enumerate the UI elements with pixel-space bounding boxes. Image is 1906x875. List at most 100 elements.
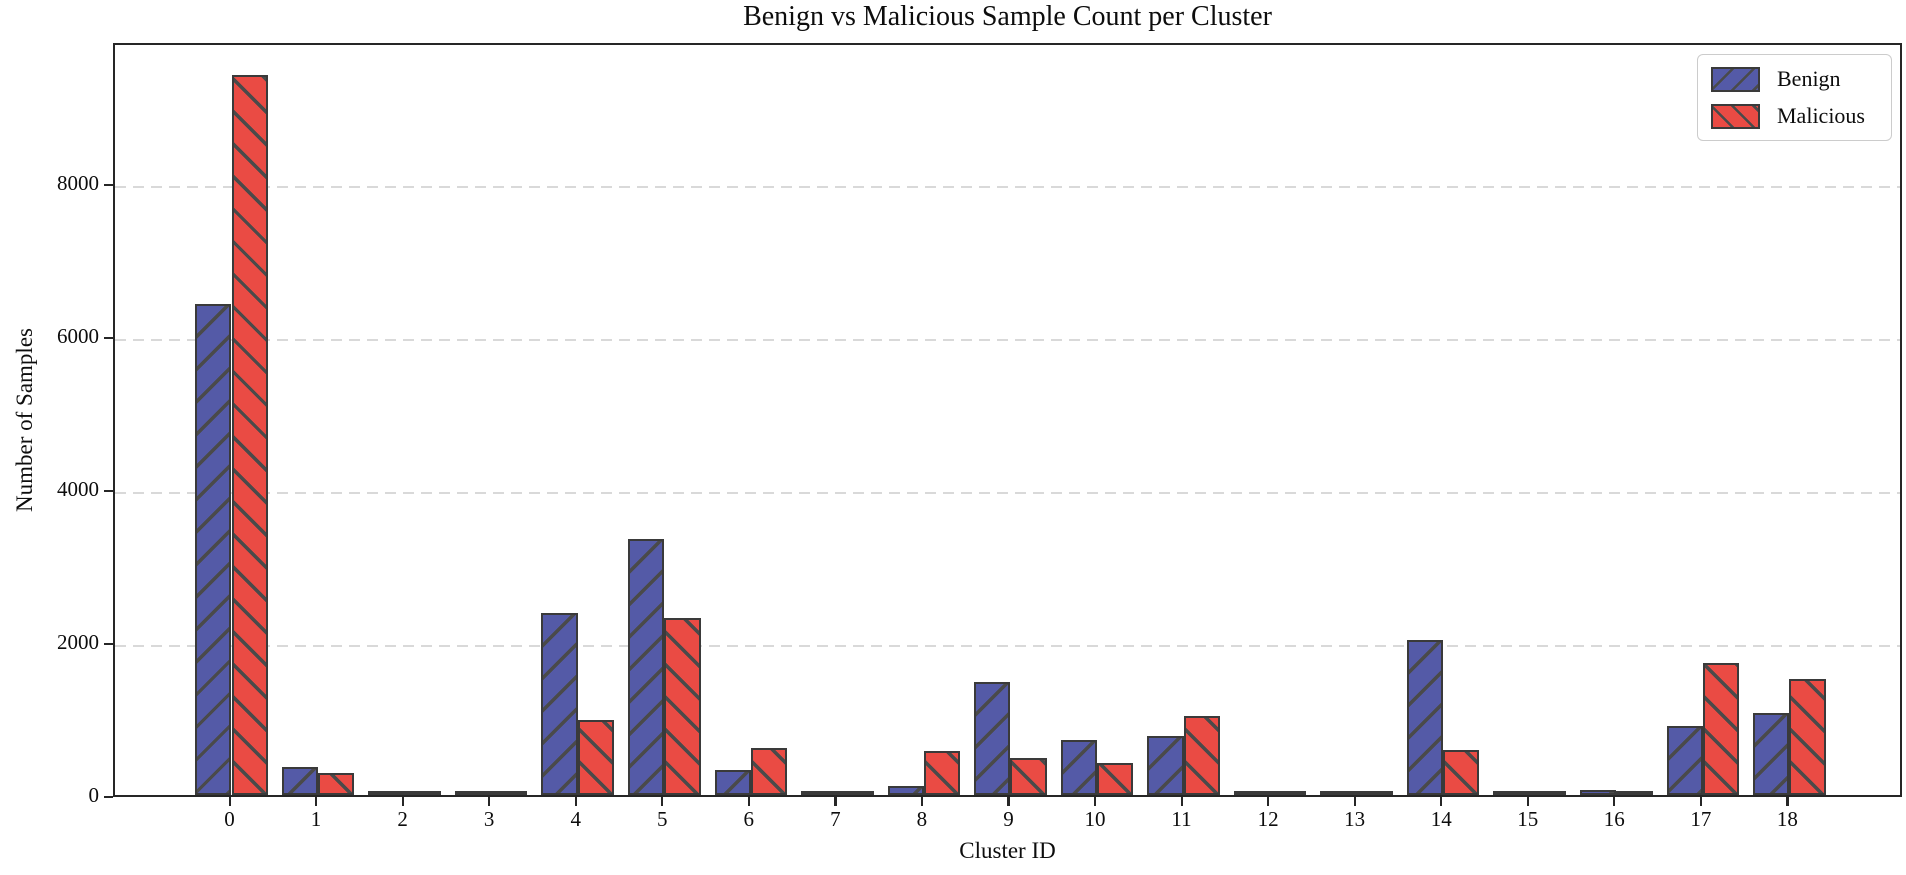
y-tick-label-6000: 6000 <box>57 323 99 348</box>
benign-swatch-icon <box>1711 66 1760 92</box>
y-tick-mark-2000 <box>104 642 113 646</box>
x-axis-label: Cluster ID <box>959 838 1056 863</box>
bar-malicious-cluster-18 <box>1789 679 1826 795</box>
bar-malicious-cluster-10 <box>1097 762 1134 795</box>
y-tick-label-8000: 8000 <box>57 170 99 195</box>
x-tick-mark-3 <box>488 797 491 806</box>
x-tick-mark-4 <box>574 797 577 806</box>
legend-label-benign: Benign <box>1777 66 1841 91</box>
x-tick-label-14: 14 <box>1430 807 1452 831</box>
bar-benign-cluster-1 <box>281 767 319 795</box>
x-tick-label-17: 17 <box>1690 807 1712 831</box>
bar-malicious-cluster-9 <box>1010 757 1047 795</box>
bar-benign-cluster-12 <box>1233 791 1271 795</box>
bar-benign-cluster-18 <box>1753 713 1790 795</box>
x-tick-mark-6 <box>747 797 750 806</box>
bar-benign-cluster-3 <box>454 791 492 795</box>
legend-label-malicious: Malicious <box>1777 103 1865 128</box>
bar-malicious-cluster-12 <box>1270 791 1307 795</box>
y-tick-label-2000: 2000 <box>57 629 99 654</box>
bar-malicious-cluster-5 <box>664 618 701 795</box>
x-tick-mark-17 <box>1699 797 1703 806</box>
bar-malicious-cluster-13 <box>1356 791 1393 795</box>
bar-malicious-cluster-11 <box>1183 716 1220 795</box>
bar-malicious-cluster-4 <box>577 719 614 795</box>
x-tick-label-2: 2 <box>397 807 408 831</box>
bar-benign-cluster-14 <box>1406 639 1444 795</box>
gridline-8000 <box>115 185 1900 188</box>
bar-benign-cluster-11 <box>1147 736 1184 795</box>
legend-item-benign: Benign <box>1711 66 1865 92</box>
gridline-2000 <box>115 644 1900 647</box>
x-tick-label-4: 4 <box>570 807 581 831</box>
y-axis-label: Number of Samples <box>12 328 37 512</box>
x-tick-mark-14 <box>1440 797 1443 806</box>
x-tick-label-6: 6 <box>743 807 755 831</box>
x-tick-mark-10 <box>1094 797 1097 806</box>
bar-malicious-cluster-2 <box>404 791 441 795</box>
gridline-6000 <box>115 338 1900 341</box>
x-tick-label-5: 5 <box>657 807 668 831</box>
x-tick-mark-5 <box>661 797 664 806</box>
x-tick-mark-18 <box>1786 797 1789 806</box>
x-tick-label-1: 1 <box>310 807 322 831</box>
x-tick-label-11: 11 <box>1171 807 1192 831</box>
bar-malicious-cluster-0 <box>231 75 268 795</box>
x-tick-label-16: 16 <box>1603 807 1625 831</box>
x-tick-label-0: 0 <box>224 807 235 831</box>
bar-malicious-cluster-7 <box>837 791 874 795</box>
bar-benign-cluster-13 <box>1320 791 1357 795</box>
x-tick-label-13: 13 <box>1344 807 1366 831</box>
x-tick-label-10: 10 <box>1084 807 1106 831</box>
bar-benign-cluster-0 <box>195 303 232 795</box>
bar-malicious-cluster-6 <box>750 748 788 795</box>
bar-benign-cluster-16 <box>1580 790 1617 795</box>
plot-area <box>113 43 1902 797</box>
bar-benign-cluster-2 <box>368 791 405 795</box>
bar-malicious-cluster-8 <box>923 751 961 795</box>
x-tick-mark-0 <box>228 797 231 806</box>
y-tick-label-0: 0 <box>88 783 100 807</box>
bar-benign-cluster-10 <box>1060 739 1097 795</box>
bar-malicious-cluster-3 <box>491 790 528 795</box>
x-tick-label-9: 9 <box>1003 807 1014 831</box>
x-tick-mark-12 <box>1267 797 1270 806</box>
x-tick-mark-8 <box>920 797 924 806</box>
x-tick-label-18: 18 <box>1776 807 1798 831</box>
bar-benign-cluster-8 <box>887 786 924 795</box>
legend-item-malicious: Malicious <box>1711 103 1865 129</box>
x-tick-mark-7 <box>834 797 837 806</box>
bar-benign-cluster-9 <box>974 682 1011 795</box>
x-tick-mark-16 <box>1613 797 1616 806</box>
bar-benign-cluster-15 <box>1493 791 1530 795</box>
y-tick-mark-0 <box>104 796 113 799</box>
y-tick-label-4000: 4000 <box>57 476 99 501</box>
bar-benign-cluster-7 <box>801 791 838 795</box>
x-tick-label-8: 8 <box>916 807 928 831</box>
bar-benign-cluster-17 <box>1666 726 1703 795</box>
bar-malicious-cluster-16 <box>1616 791 1653 795</box>
x-tick-label-15: 15 <box>1517 807 1539 831</box>
bar-malicious-cluster-15 <box>1529 791 1567 795</box>
bar-malicious-cluster-1 <box>318 772 355 795</box>
bar-benign-cluster-4 <box>541 612 578 795</box>
x-tick-mark-1 <box>315 797 318 806</box>
bar-benign-cluster-5 <box>627 539 665 795</box>
x-tick-mark-11 <box>1180 797 1183 806</box>
x-tick-mark-2 <box>401 797 404 806</box>
y-tick-mark-8000 <box>104 183 113 186</box>
y-tick-mark-4000 <box>104 489 113 492</box>
bar-malicious-cluster-17 <box>1702 663 1740 795</box>
x-tick-mark-13 <box>1353 797 1356 806</box>
chart-title: Benign vs Malicious Sample Count per Clu… <box>743 1 1272 32</box>
gridline-4000 <box>115 491 1900 494</box>
x-tick-label-7: 7 <box>830 807 841 831</box>
x-tick-mark-9 <box>1007 797 1010 806</box>
x-tick-label-3: 3 <box>483 807 495 831</box>
y-tick-mark-6000 <box>104 336 113 339</box>
malicious-swatch-icon <box>1711 103 1760 129</box>
x-tick-mark-15 <box>1526 797 1529 806</box>
bar-malicious-cluster-14 <box>1443 749 1480 795</box>
legend: Benign Malicious <box>1697 54 1892 141</box>
